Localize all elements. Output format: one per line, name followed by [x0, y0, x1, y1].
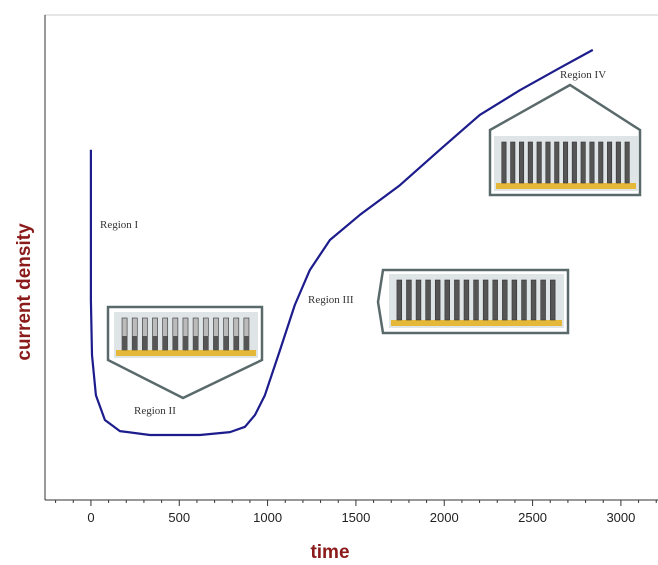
x-tick-label: 0: [87, 510, 94, 525]
inset-tube: [426, 280, 431, 320]
annotation: Region III: [308, 294, 354, 306]
x-axis-label: time: [310, 542, 349, 563]
inset-tube: [531, 280, 536, 320]
inset-tube: [512, 280, 517, 320]
inset-tube: [590, 142, 594, 183]
inset-tube: [572, 142, 576, 183]
insets: [108, 85, 640, 398]
y-axis-label: current density: [14, 223, 35, 361]
inset-tube: [483, 280, 488, 320]
inset-tube: [563, 142, 567, 183]
inset-tube: [435, 280, 440, 320]
inset-tube: [581, 142, 585, 183]
inset-tube-core: [132, 336, 137, 350]
inset-tube-core: [142, 336, 147, 350]
inset-substrate: [496, 183, 636, 189]
inset-tube: [502, 142, 506, 183]
annotation: Region IV: [560, 69, 606, 81]
x-tick-label: 2000: [430, 510, 459, 525]
inset-tube: [407, 280, 412, 320]
inset-tube-core: [203, 336, 208, 350]
inset-substrate: [391, 320, 562, 326]
inset-tube-core: [152, 336, 157, 350]
inset-tube: [528, 142, 532, 183]
inset-tube: [519, 142, 523, 183]
inset-tube-core: [122, 336, 127, 350]
inset-tube: [607, 142, 611, 183]
inset-tube-core: [193, 336, 198, 350]
inset-tube: [416, 280, 421, 320]
inset-tube: [522, 280, 527, 320]
x-tick-label: 500: [168, 510, 190, 525]
inset-tube: [625, 142, 629, 183]
x-tick-label: 2500: [518, 510, 547, 525]
inset-tube: [502, 280, 507, 320]
inset-tube: [537, 142, 541, 183]
inset-tube: [464, 280, 469, 320]
inset-tube: [511, 142, 515, 183]
annotation: Region I: [100, 219, 139, 231]
inset-tube: [616, 142, 620, 183]
inset-tube: [397, 280, 402, 320]
inset-tube: [454, 280, 459, 320]
x-tick-label: 1000: [253, 510, 282, 525]
inset-tube: [546, 142, 550, 183]
inset-tube-core: [234, 336, 239, 350]
inset-substrate: [116, 350, 256, 356]
inset-tube: [541, 280, 546, 320]
annotation: Region II: [134, 405, 176, 417]
inset-tube-core: [213, 336, 218, 350]
inset-tube-core: [173, 336, 178, 350]
inset-tube: [599, 142, 603, 183]
inset-tube-core: [224, 336, 229, 350]
inset-tube: [474, 280, 479, 320]
inset-tube: [555, 142, 559, 183]
inset-tube: [550, 280, 555, 320]
inset-tube: [445, 280, 450, 320]
x-tick-label: 3000: [606, 510, 635, 525]
inset-tube: [493, 280, 498, 320]
x-tick-label: 1500: [341, 510, 370, 525]
inset-tube-core: [183, 336, 188, 350]
chart: time current density Region I Region II …: [0, 0, 658, 565]
inset-tube-core: [163, 336, 168, 350]
inset-tube-core: [244, 336, 249, 350]
